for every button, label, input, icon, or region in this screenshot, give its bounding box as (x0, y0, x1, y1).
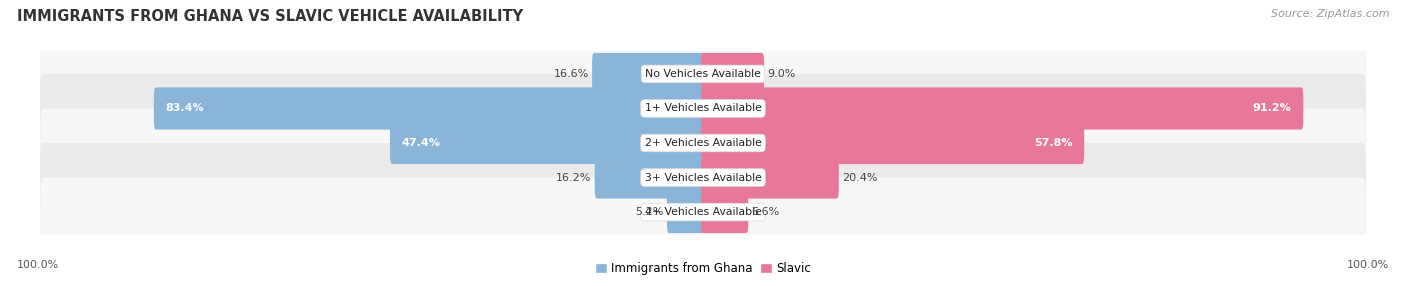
Text: 57.8%: 57.8% (1033, 138, 1073, 148)
FancyBboxPatch shape (41, 39, 1365, 108)
Text: IMMIGRANTS FROM GHANA VS SLAVIC VEHICLE AVAILABILITY: IMMIGRANTS FROM GHANA VS SLAVIC VEHICLE … (17, 9, 523, 23)
Text: 100.0%: 100.0% (1347, 260, 1389, 270)
FancyBboxPatch shape (41, 179, 1365, 248)
FancyBboxPatch shape (666, 191, 704, 233)
Text: 100.0%: 100.0% (17, 260, 59, 270)
FancyBboxPatch shape (702, 53, 763, 95)
Text: 5.2%: 5.2% (636, 207, 664, 217)
Text: 16.2%: 16.2% (557, 172, 592, 182)
FancyBboxPatch shape (41, 74, 1365, 143)
FancyBboxPatch shape (702, 156, 839, 198)
FancyBboxPatch shape (41, 108, 1365, 178)
FancyBboxPatch shape (41, 110, 1365, 179)
Text: 2+ Vehicles Available: 2+ Vehicles Available (644, 138, 762, 148)
FancyBboxPatch shape (41, 41, 1365, 110)
Text: 83.4%: 83.4% (166, 104, 204, 114)
Text: No Vehicles Available: No Vehicles Available (645, 69, 761, 79)
FancyBboxPatch shape (702, 191, 748, 233)
FancyBboxPatch shape (41, 178, 1365, 247)
FancyBboxPatch shape (595, 156, 704, 198)
Text: 47.4%: 47.4% (402, 138, 440, 148)
Text: Source: ZipAtlas.com: Source: ZipAtlas.com (1271, 9, 1389, 19)
FancyBboxPatch shape (592, 53, 704, 95)
Text: 3+ Vehicles Available: 3+ Vehicles Available (644, 172, 762, 182)
FancyBboxPatch shape (41, 143, 1365, 212)
Text: 9.0%: 9.0% (768, 69, 796, 79)
FancyBboxPatch shape (153, 88, 704, 130)
FancyBboxPatch shape (41, 75, 1365, 144)
FancyBboxPatch shape (702, 122, 1084, 164)
Legend: Immigrants from Ghana, Slavic: Immigrants from Ghana, Slavic (591, 257, 815, 280)
Text: 1+ Vehicles Available: 1+ Vehicles Available (644, 104, 762, 114)
FancyBboxPatch shape (702, 88, 1303, 130)
Text: 20.4%: 20.4% (842, 172, 877, 182)
Text: 91.2%: 91.2% (1253, 104, 1292, 114)
Text: 6.6%: 6.6% (752, 207, 780, 217)
Text: 4+ Vehicles Available: 4+ Vehicles Available (644, 207, 762, 217)
Text: 16.6%: 16.6% (554, 69, 589, 79)
FancyBboxPatch shape (41, 144, 1365, 213)
FancyBboxPatch shape (389, 122, 704, 164)
